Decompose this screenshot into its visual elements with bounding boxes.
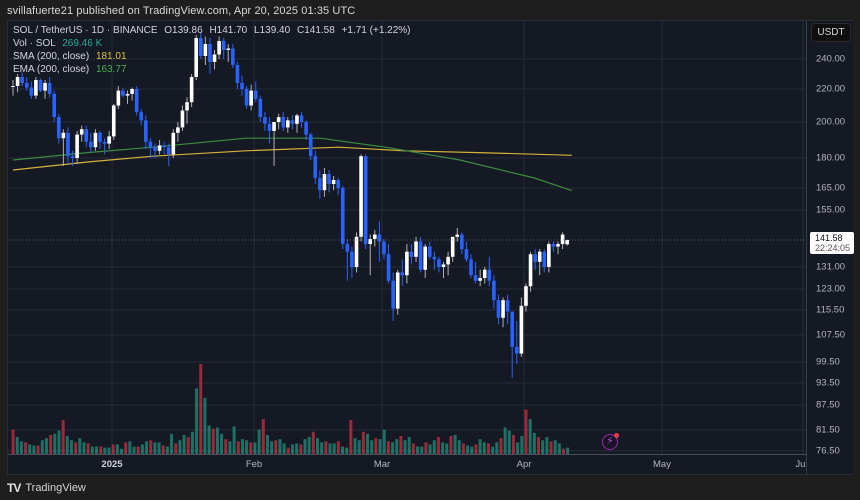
close-value: C141.58 [296,25,335,36]
ema-row[interactable]: EMA (200, close) 163.77 [13,63,411,76]
time-tick: Jun [795,459,811,470]
lightning-alert-icon[interactable]: ⚡ [602,433,619,450]
price-tick: 81.50 [816,424,840,436]
price-tick: 240.00 [816,53,846,65]
sma-row[interactable]: SMA (200, close) 181.01 [13,50,411,63]
price-tick: 123.00 [816,283,846,295]
ema-label: EMA (200, close) [13,64,90,75]
tradingview-logo-icon: TV [7,481,21,495]
symbol-row: SOL / TetherUS · 1D · BINANCE O139.86 H1… [13,24,411,37]
change-value: +1.71 (+1.22%) [341,25,411,36]
chart-pane[interactable]: SOL / TetherUS · 1D · BINANCE O139.86 H1… [8,21,806,454]
chart-frame: SOL / TetherUS · 1D · BINANCE O139.86 H1… [7,20,854,475]
last-price-value: 141.58 [815,233,843,243]
price-tick: 107.50 [816,329,846,341]
symbol-label[interactable]: SOL / TetherUS · 1D · BINANCE [13,25,158,36]
brand-name: TradingView [25,482,86,494]
notification-dot [614,433,619,438]
price-tick: 87.50 [816,399,840,411]
publisher-caption: svillafuerte21 published on TradingView.… [7,5,356,17]
open-value: O139.86 [164,25,203,36]
volume-value: 269.46 K [62,38,103,49]
time-axis[interactable]: 2025 Feb Mar Apr May Jun [8,454,811,474]
time-tick: Feb [245,459,263,470]
chart-legend: SOL / TetherUS · 1D · BINANCE O139.86 H1… [13,24,411,76]
ema-value: 163.77 [95,64,127,75]
price-tick: 165.00 [816,182,846,194]
sma-value: 181.01 [95,51,127,62]
time-tick: May [653,459,671,470]
volume-label: Vol · SOL [13,38,56,49]
countdown-timer: 22:24:05 [815,243,851,253]
price-tick: 200.00 [816,116,846,128]
price-tick: 115.50 [816,304,845,316]
time-tick: 2025 [101,459,123,470]
candlestick-chart [8,21,806,454]
price-tick: 220.00 [816,83,846,95]
price-tick: 180.00 [816,152,846,164]
footer-brand: TV TradingView [7,481,86,495]
time-tick: Mar [373,459,391,470]
high-value: H141.70 [209,25,248,36]
price-axis[interactable]: USDT 141.58 22:24:05 240.00 220.00 200.00 1… [806,21,854,474]
price-tick: 155.00 [816,204,846,216]
sma-label: SMA (200, close) [13,51,90,62]
price-tick: 93.50 [816,377,840,389]
last-price-label: 141.58 22:24:05 [810,232,854,254]
volume-row[interactable]: Vol · SOL 269.46 K [13,37,411,50]
low-value: L139.40 [254,25,291,36]
price-tick: 99.50 [816,356,840,368]
currency-button[interactable]: USDT [811,23,851,42]
time-tick: Apr [516,459,532,470]
price-tick: 76.50 [816,445,840,457]
price-tick: 131.00 [816,261,846,273]
